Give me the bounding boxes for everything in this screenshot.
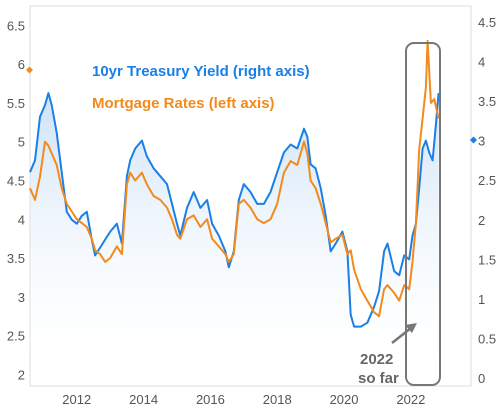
right-axis-tick-label: 2.5 [478, 173, 496, 188]
treasury-area-fill [30, 93, 439, 386]
right-axis-tick-label: 3.5 [478, 94, 496, 109]
annotation-2022: 2022 [360, 351, 393, 368]
left-axis-tick-label: 4.5 [7, 173, 25, 188]
x-axis-tick-label: 2016 [196, 392, 225, 407]
x-axis-ticks: 2012 2014 2016 2018 2020 2022 [62, 392, 425, 407]
right-axis-diamond-marker [470, 136, 477, 144]
x-axis-tick-label: 2014 [129, 392, 158, 407]
left-axis-tick-label: 2.5 [7, 329, 25, 344]
x-axis-tick-label: 2020 [330, 392, 359, 407]
right-axis-tick-label: 1 [478, 292, 485, 307]
legend-treasury: 10yr Treasury Yield (right axis) [92, 63, 310, 80]
x-axis-tick-label: 2022 [396, 392, 425, 407]
left-axis-ticks: 2 2.5 3 3.5 4 4.5 5 5.5 6 6.5 [7, 18, 25, 382]
right-axis-tick-label: 4 [478, 54, 485, 69]
left-axis-tick-label: 4 [18, 212, 25, 227]
right-axis-ticks: 0 0.5 1 1.5 2 2.5 3 3.5 4 4.5 [478, 15, 496, 386]
left-axis-tick-label: 6.5 [7, 18, 25, 33]
right-axis-tick-label: 3 [478, 134, 485, 149]
left-axis-tick-label: 3.5 [7, 251, 25, 266]
left-axis-tick-label: 5.5 [7, 96, 25, 111]
left-axis-tick-label: 6 [18, 57, 25, 72]
x-axis-tick-label: 2012 [62, 392, 91, 407]
annotation-arrow-line [391, 327, 412, 344]
right-axis-tick-label: 0 [478, 371, 485, 386]
left-axis-tick-label: 2 [18, 367, 25, 382]
legend-mortgage: Mortgage Rates (left axis) [92, 95, 275, 112]
right-axis-tick-label: 2 [478, 213, 485, 228]
left-axis-tick-label: 5 [18, 135, 25, 150]
annotation-arrowhead [405, 323, 417, 333]
right-axis-tick-label: 4.5 [478, 15, 496, 30]
annotation-so-far: so far [358, 370, 399, 387]
mortgage-rate-line [29, 39, 440, 318]
left-axis-tick-label: 3 [18, 290, 25, 305]
highlight-2022-box [405, 42, 441, 386]
right-axis-tick-label: 0.5 [478, 332, 496, 347]
x-axis-tick-label: 2018 [263, 392, 292, 407]
right-axis-tick-label: 1.5 [478, 252, 496, 267]
left-axis-diamond-marker [26, 66, 33, 74]
